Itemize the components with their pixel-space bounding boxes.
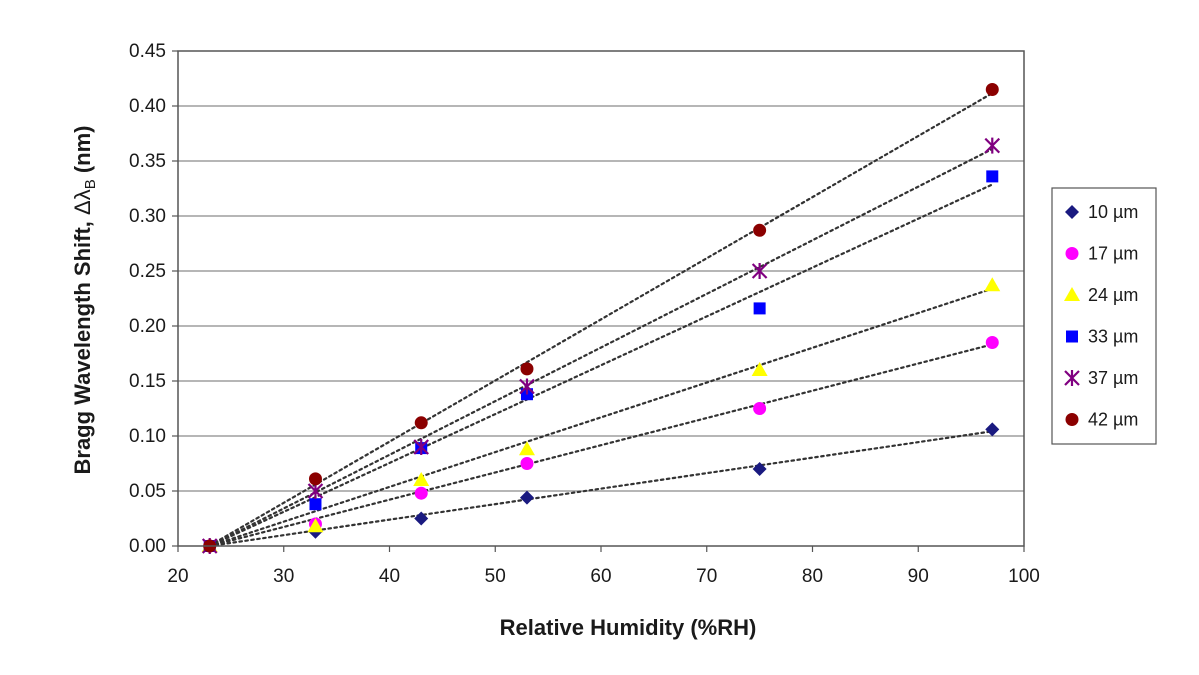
data-point xyxy=(308,472,322,486)
trendline-2 xyxy=(208,343,994,548)
data-point xyxy=(985,422,1000,437)
y-tick-label: 0.35 xyxy=(129,151,166,172)
data-point xyxy=(751,263,768,279)
y-axis-title-unit: (nm) xyxy=(70,125,95,179)
trendlines xyxy=(208,92,994,548)
y-axis-title-delta: Δ xyxy=(70,200,95,215)
legend-entry-label: 24 µm xyxy=(1088,285,1138,305)
data-point xyxy=(414,486,428,500)
y-tick-label: 0.20 xyxy=(129,316,166,337)
data-point xyxy=(413,472,430,486)
data-point xyxy=(751,362,768,376)
y-tick-label: 0.45 xyxy=(129,41,166,62)
y-tick-label: 0.15 xyxy=(129,371,166,392)
data-point xyxy=(518,441,535,456)
grid-lines xyxy=(172,50,1025,552)
x-tick-label: 30 xyxy=(273,566,294,587)
y-axis-title-lambda: λ xyxy=(70,189,95,200)
data-points xyxy=(201,83,1001,554)
x-tick-label: 70 xyxy=(696,566,717,587)
y-tick-label: 0.05 xyxy=(129,481,166,502)
data-point xyxy=(984,277,1001,292)
legend-marker xyxy=(1065,205,1079,219)
y-tick-labels: 0.00 0.05 0.10 0.15 0.20 0.25 0.30 0.35 0.40 0.45 xyxy=(129,41,166,557)
x-tick-label: 50 xyxy=(485,566,506,587)
legend-marker xyxy=(1066,330,1078,343)
x-tick-label: 40 xyxy=(379,566,400,587)
legend-marker xyxy=(1064,370,1080,386)
data-point xyxy=(307,518,324,533)
data-point xyxy=(413,439,430,455)
trendline-3 xyxy=(208,287,994,548)
legend-marker xyxy=(1064,287,1080,301)
data-point xyxy=(985,83,999,96)
data-point xyxy=(414,511,429,526)
legend-marker xyxy=(1065,413,1079,426)
data-point xyxy=(519,378,535,395)
y-axis-title-main: Bragg Wavelength Shift, xyxy=(70,215,95,475)
data-point xyxy=(984,137,1001,154)
y-tick-label: 0.00 xyxy=(129,536,166,557)
data-point xyxy=(414,416,428,430)
x-axis-title: Relative Humidity (%RH) xyxy=(500,615,757,640)
x-tick-label: 90 xyxy=(908,566,929,587)
data-point xyxy=(752,462,767,476)
data-point xyxy=(753,402,767,415)
trendline-5 xyxy=(208,147,994,548)
plot-area-frame xyxy=(177,50,1025,547)
legend-entry-label: 10 µm xyxy=(1088,202,1138,222)
y-tick-label: 0.25 xyxy=(129,261,166,282)
x-tick-label: 60 xyxy=(590,566,611,587)
legend-marker xyxy=(1065,247,1079,260)
data-point xyxy=(520,457,534,470)
data-point xyxy=(309,498,322,511)
x-tick-label: 100 xyxy=(1008,566,1040,587)
data-point xyxy=(753,223,767,237)
legend-entry-label: 42 µm xyxy=(1088,410,1138,430)
legend-box xyxy=(1051,187,1157,445)
data-point xyxy=(307,483,324,499)
y-axis-title: Bragg Wavelength Shift, ΔλB (nm) xyxy=(70,125,99,474)
legend-entry-label: 33 µm xyxy=(1088,327,1138,347)
data-point xyxy=(520,362,534,376)
data-point xyxy=(753,302,766,315)
trendline-4 xyxy=(208,183,994,548)
y-axis-title-sub: B xyxy=(82,179,99,189)
legend-entry-label: 17 µm xyxy=(1088,244,1138,264)
x-tick-label: 80 xyxy=(802,566,823,587)
legend-entry-label: 37 µm xyxy=(1088,368,1138,388)
x-tick-labels: 20 30 40 50 60 70 80 90 100 xyxy=(167,566,1039,587)
data-point xyxy=(986,170,999,183)
data-point xyxy=(519,490,534,505)
legend: 10 µm 17 µm 24 µm 33 µm 37 µm 42 µm xyxy=(1051,187,1157,445)
y-tick-label: 0.40 xyxy=(129,96,166,117)
trendline-6 xyxy=(208,92,994,547)
y-tick-label: 0.30 xyxy=(129,206,166,227)
data-point xyxy=(985,336,999,349)
x-tick-label: 20 xyxy=(167,566,188,587)
trendline-1 xyxy=(208,430,994,548)
y-tick-label: 0.10 xyxy=(129,426,166,447)
